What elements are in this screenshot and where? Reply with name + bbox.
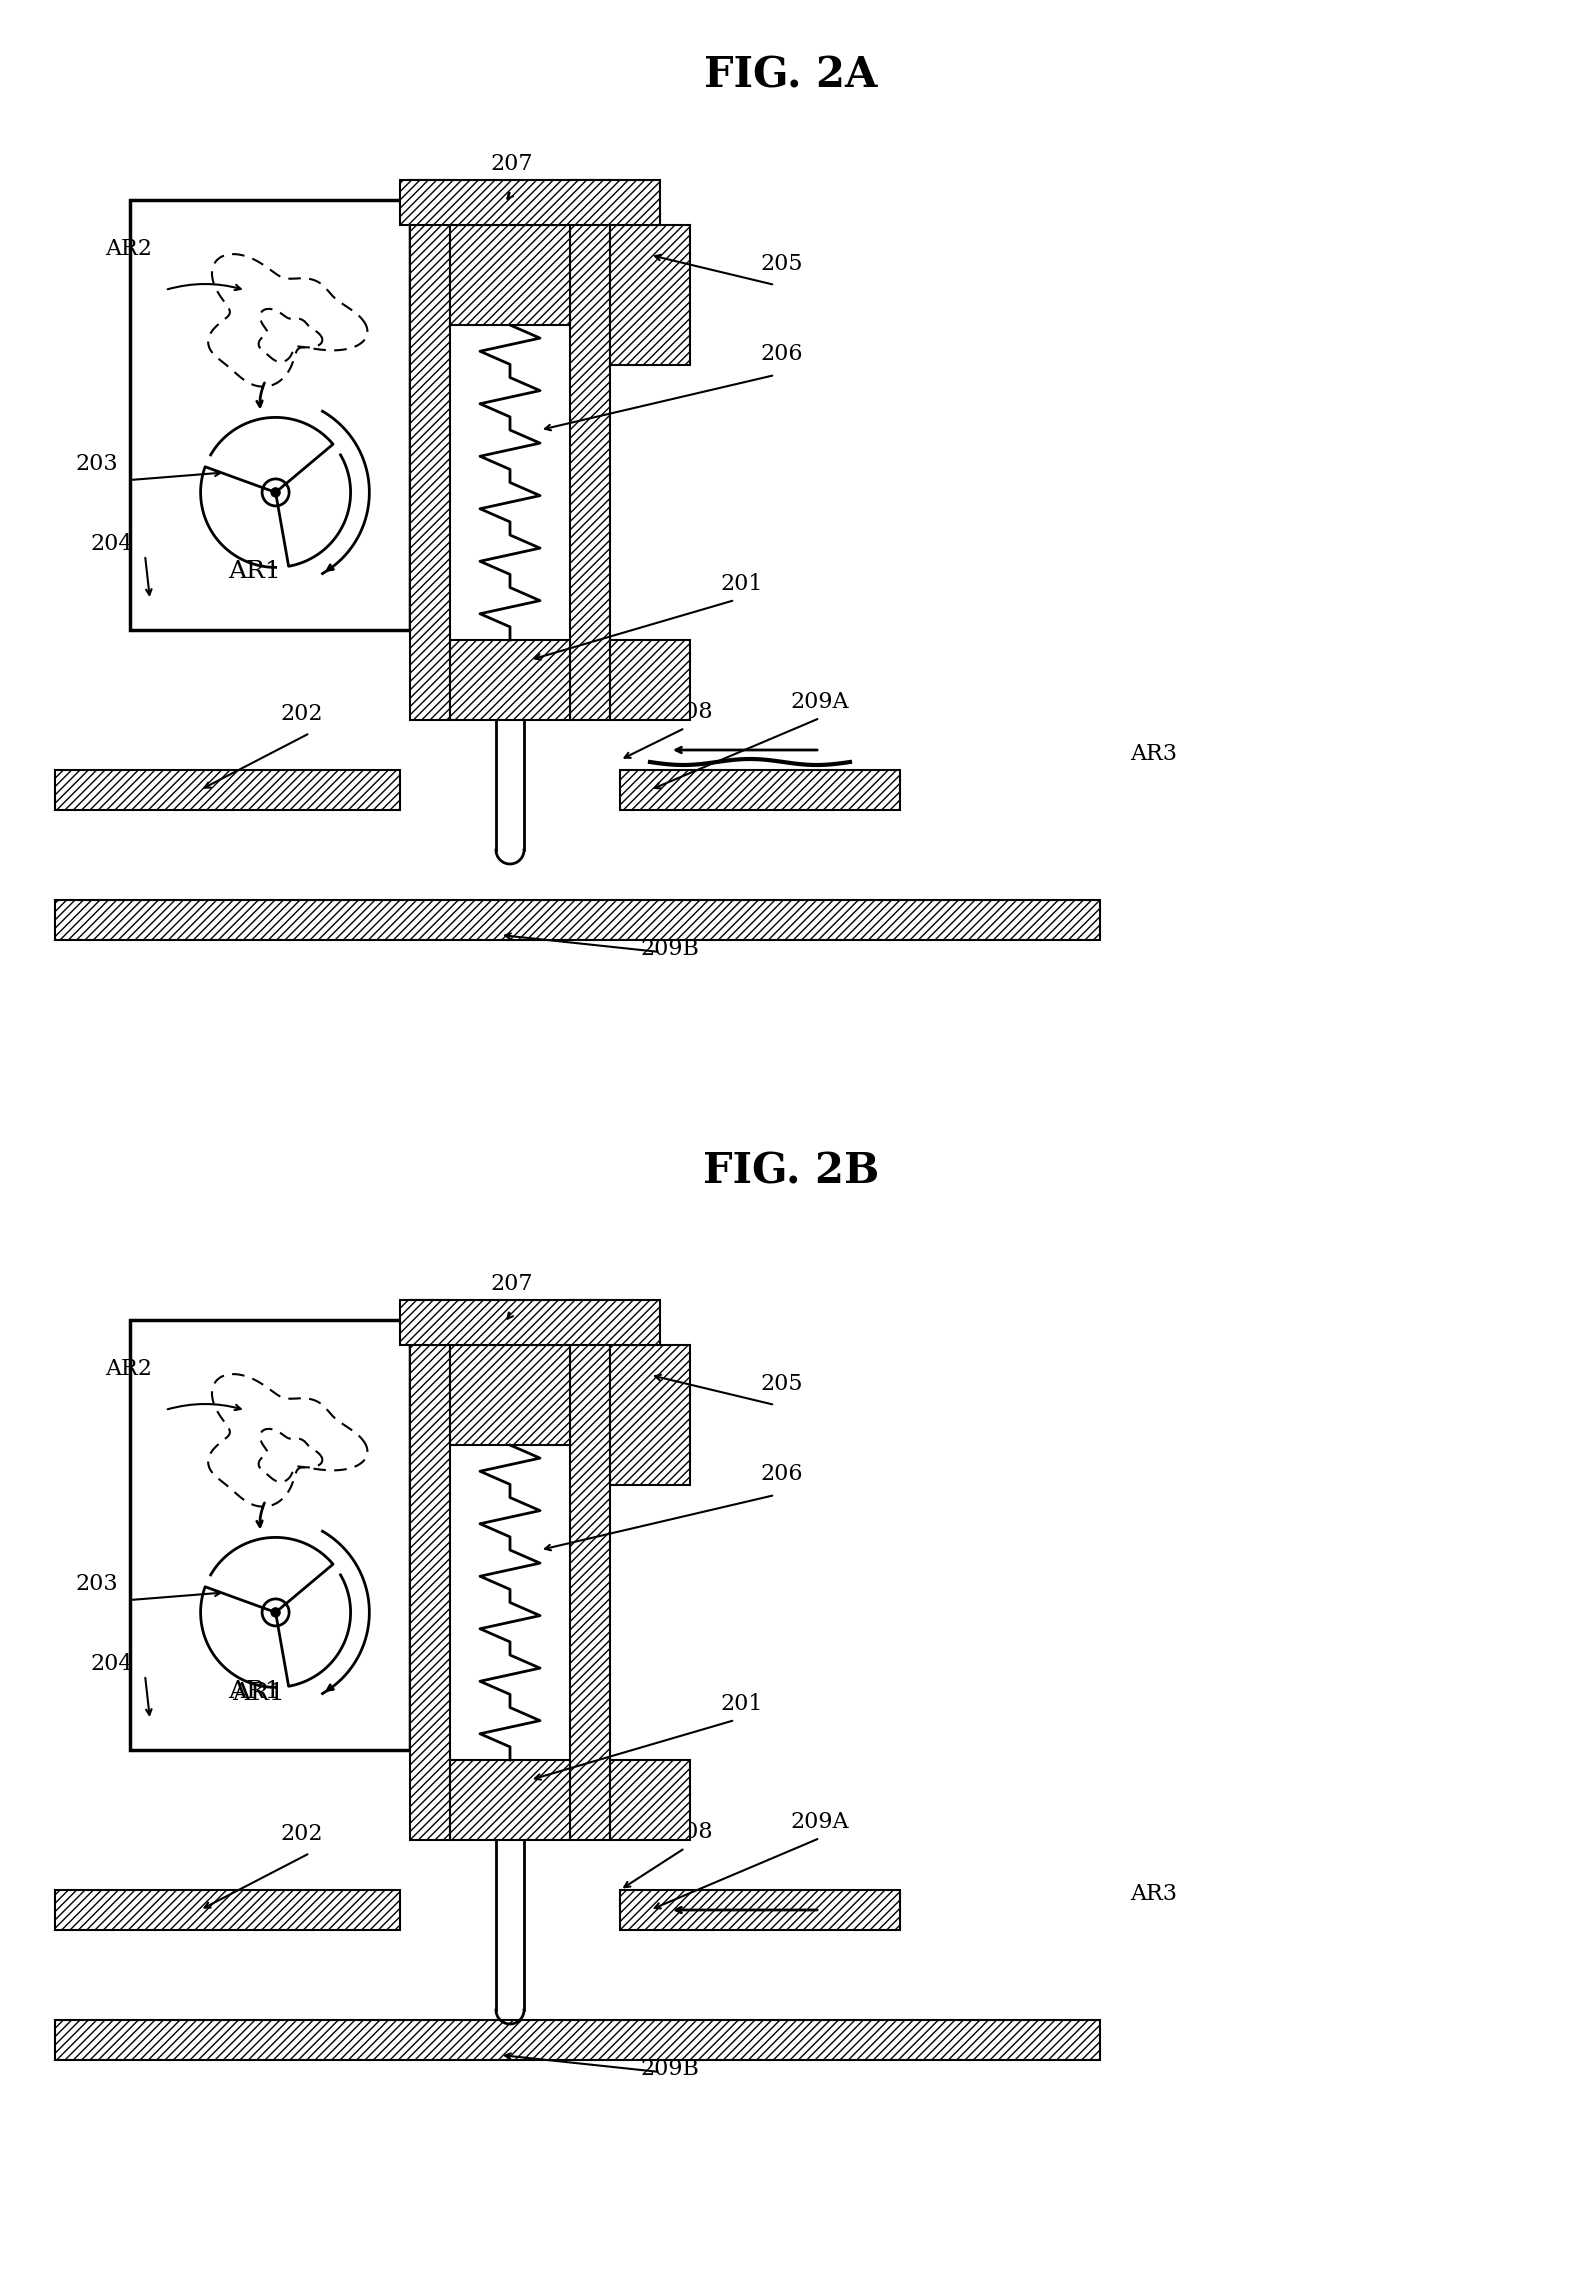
Circle shape [271, 1609, 280, 1618]
Bar [609, 225, 690, 365]
Bar [570, 179, 609, 721]
Bar [55, 771, 400, 810]
Text: 202: 202 [280, 1822, 323, 1845]
Bar [55, 1891, 400, 1930]
Bar [609, 1345, 690, 1485]
Text: 202: 202 [280, 702, 323, 725]
Text: 207: 207 [491, 1274, 532, 1294]
Text: 206: 206 [760, 1462, 803, 1485]
Text: 206: 206 [760, 342, 803, 365]
Text: 208: 208 [670, 1820, 712, 1843]
Bar [55, 2020, 1100, 2061]
Text: 205: 205 [760, 1372, 803, 1395]
Bar [410, 1299, 450, 1841]
Bar [609, 1760, 690, 1841]
Bar [450, 640, 570, 721]
Bar [570, 179, 609, 721]
Bar [609, 225, 690, 365]
Text: 203: 203 [74, 1572, 117, 1595]
Bar [410, 179, 450, 721]
Bar [450, 1345, 570, 1446]
Text: 209A: 209A [790, 1811, 848, 1834]
Bar [55, 771, 400, 810]
Bar [410, 1299, 450, 1841]
Bar [130, 1320, 410, 1751]
Bar [410, 179, 450, 721]
Bar [450, 640, 570, 721]
Bar [450, 1345, 570, 1446]
Text: 209B: 209B [640, 939, 698, 959]
Text: 208: 208 [670, 700, 712, 723]
Text: AR2: AR2 [104, 1359, 152, 1379]
Text: 201: 201 [720, 574, 763, 594]
Bar [400, 179, 660, 225]
Bar [609, 1345, 690, 1485]
Bar [570, 1299, 609, 1841]
Text: AR3: AR3 [1130, 1882, 1178, 1905]
Bar [609, 640, 690, 721]
Bar [55, 2020, 1100, 2061]
Text: FIG. 2B: FIG. 2B [703, 1150, 879, 1191]
Text: AR2: AR2 [104, 239, 152, 259]
Bar [621, 1891, 901, 1930]
Bar [609, 1760, 690, 1841]
Text: 204: 204 [90, 532, 133, 555]
Text: FIG. 2A: FIG. 2A [704, 55, 877, 96]
Text: 204: 204 [90, 1652, 133, 1675]
Text: 203: 203 [74, 452, 117, 475]
Bar [450, 1760, 570, 1841]
Bar [621, 771, 901, 810]
Bar [450, 225, 570, 326]
Text: 205: 205 [760, 252, 803, 275]
Text: 209B: 209B [640, 2059, 698, 2079]
Bar [609, 640, 690, 721]
Bar [55, 900, 1100, 941]
Circle shape [271, 489, 280, 498]
Bar [55, 1891, 400, 1930]
Text: 207: 207 [491, 154, 532, 174]
Bar [400, 1299, 660, 1345]
Bar [400, 1299, 660, 1345]
Text: AR3: AR3 [1130, 744, 1178, 764]
Bar [570, 1299, 609, 1841]
Text: 201: 201 [720, 1694, 763, 1714]
Text: AR1: AR1 [228, 1680, 280, 1703]
Text: AR1: AR1 [233, 1682, 285, 1705]
Bar [621, 771, 901, 810]
Bar [621, 1891, 901, 1930]
Text: AR1: AR1 [228, 560, 280, 583]
Bar [450, 1760, 570, 1841]
Bar [450, 225, 570, 326]
Bar [130, 200, 410, 631]
Text: 209A: 209A [790, 691, 848, 714]
Bar [55, 900, 1100, 941]
Bar [400, 179, 660, 225]
